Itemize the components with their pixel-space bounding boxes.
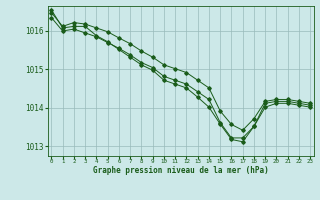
X-axis label: Graphe pression niveau de la mer (hPa): Graphe pression niveau de la mer (hPa) — [93, 166, 269, 175]
